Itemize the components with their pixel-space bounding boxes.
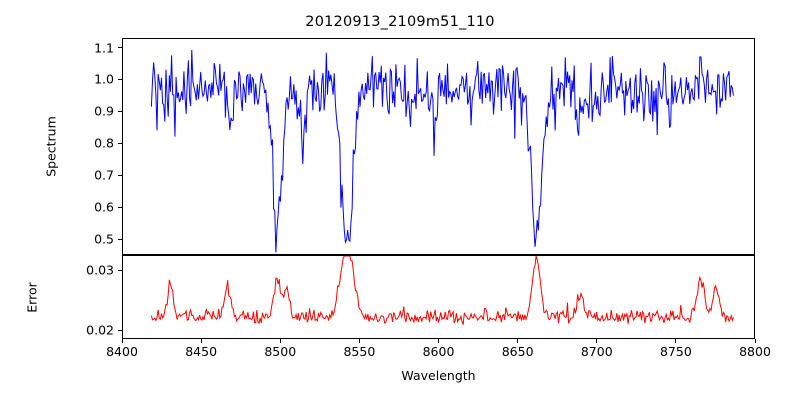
error-data-trace	[150, 256, 734, 325]
error-plot-area	[150, 256, 734, 325]
xtick-label: 8450	[185, 344, 218, 359]
xtick-label: 8800	[739, 344, 771, 359]
spectrum-y-axis-label: Spectrum	[43, 116, 59, 177]
xtick-mark	[279, 339, 281, 343]
xtick-mark	[754, 339, 756, 343]
spectrum-ytick-label: 1.0	[94, 71, 114, 87]
error-ytick-label: 0.03	[86, 262, 114, 278]
spectrum-ytick-label: 0.7	[94, 167, 114, 183]
spectrum-ytick-label: 0.8	[94, 135, 114, 151]
xtick-mark	[121, 339, 123, 343]
xtick-label: 8600	[422, 344, 455, 359]
xtick-label: 8500	[264, 344, 297, 359]
xtick-label: 8650	[501, 344, 534, 359]
spectrum-ytick-label: 0.5	[94, 231, 114, 247]
spectrum-panel	[122, 38, 755, 255]
x-axis-label: Wavelength	[401, 368, 476, 383]
spectrum-ytick-label: 1.1	[94, 40, 114, 56]
xtick-mark	[200, 339, 202, 343]
xtick-label: 8700	[580, 344, 613, 359]
xtick-label: 8750	[659, 344, 692, 359]
error-ytick-label: 0.02	[86, 322, 114, 338]
xtick-mark	[596, 339, 598, 343]
spectrum-ytick-label: 0.9	[94, 103, 114, 119]
xtick-mark	[517, 339, 519, 343]
error-panel	[122, 255, 755, 339]
error-y-axis-label: Error	[24, 282, 40, 313]
xtick-label: 8400	[106, 344, 138, 359]
xtick-label: 8550	[343, 344, 376, 359]
spectrum-data-trace	[150, 49, 734, 253]
spectrum-plot-area	[150, 49, 734, 253]
spectrum-ytick-label: 0.6	[94, 199, 114, 215]
xtick-mark	[675, 339, 677, 343]
xtick-mark	[358, 339, 360, 343]
figure-title: 20120913_2109m51_110	[305, 14, 495, 30]
xtick-mark	[438, 339, 440, 343]
